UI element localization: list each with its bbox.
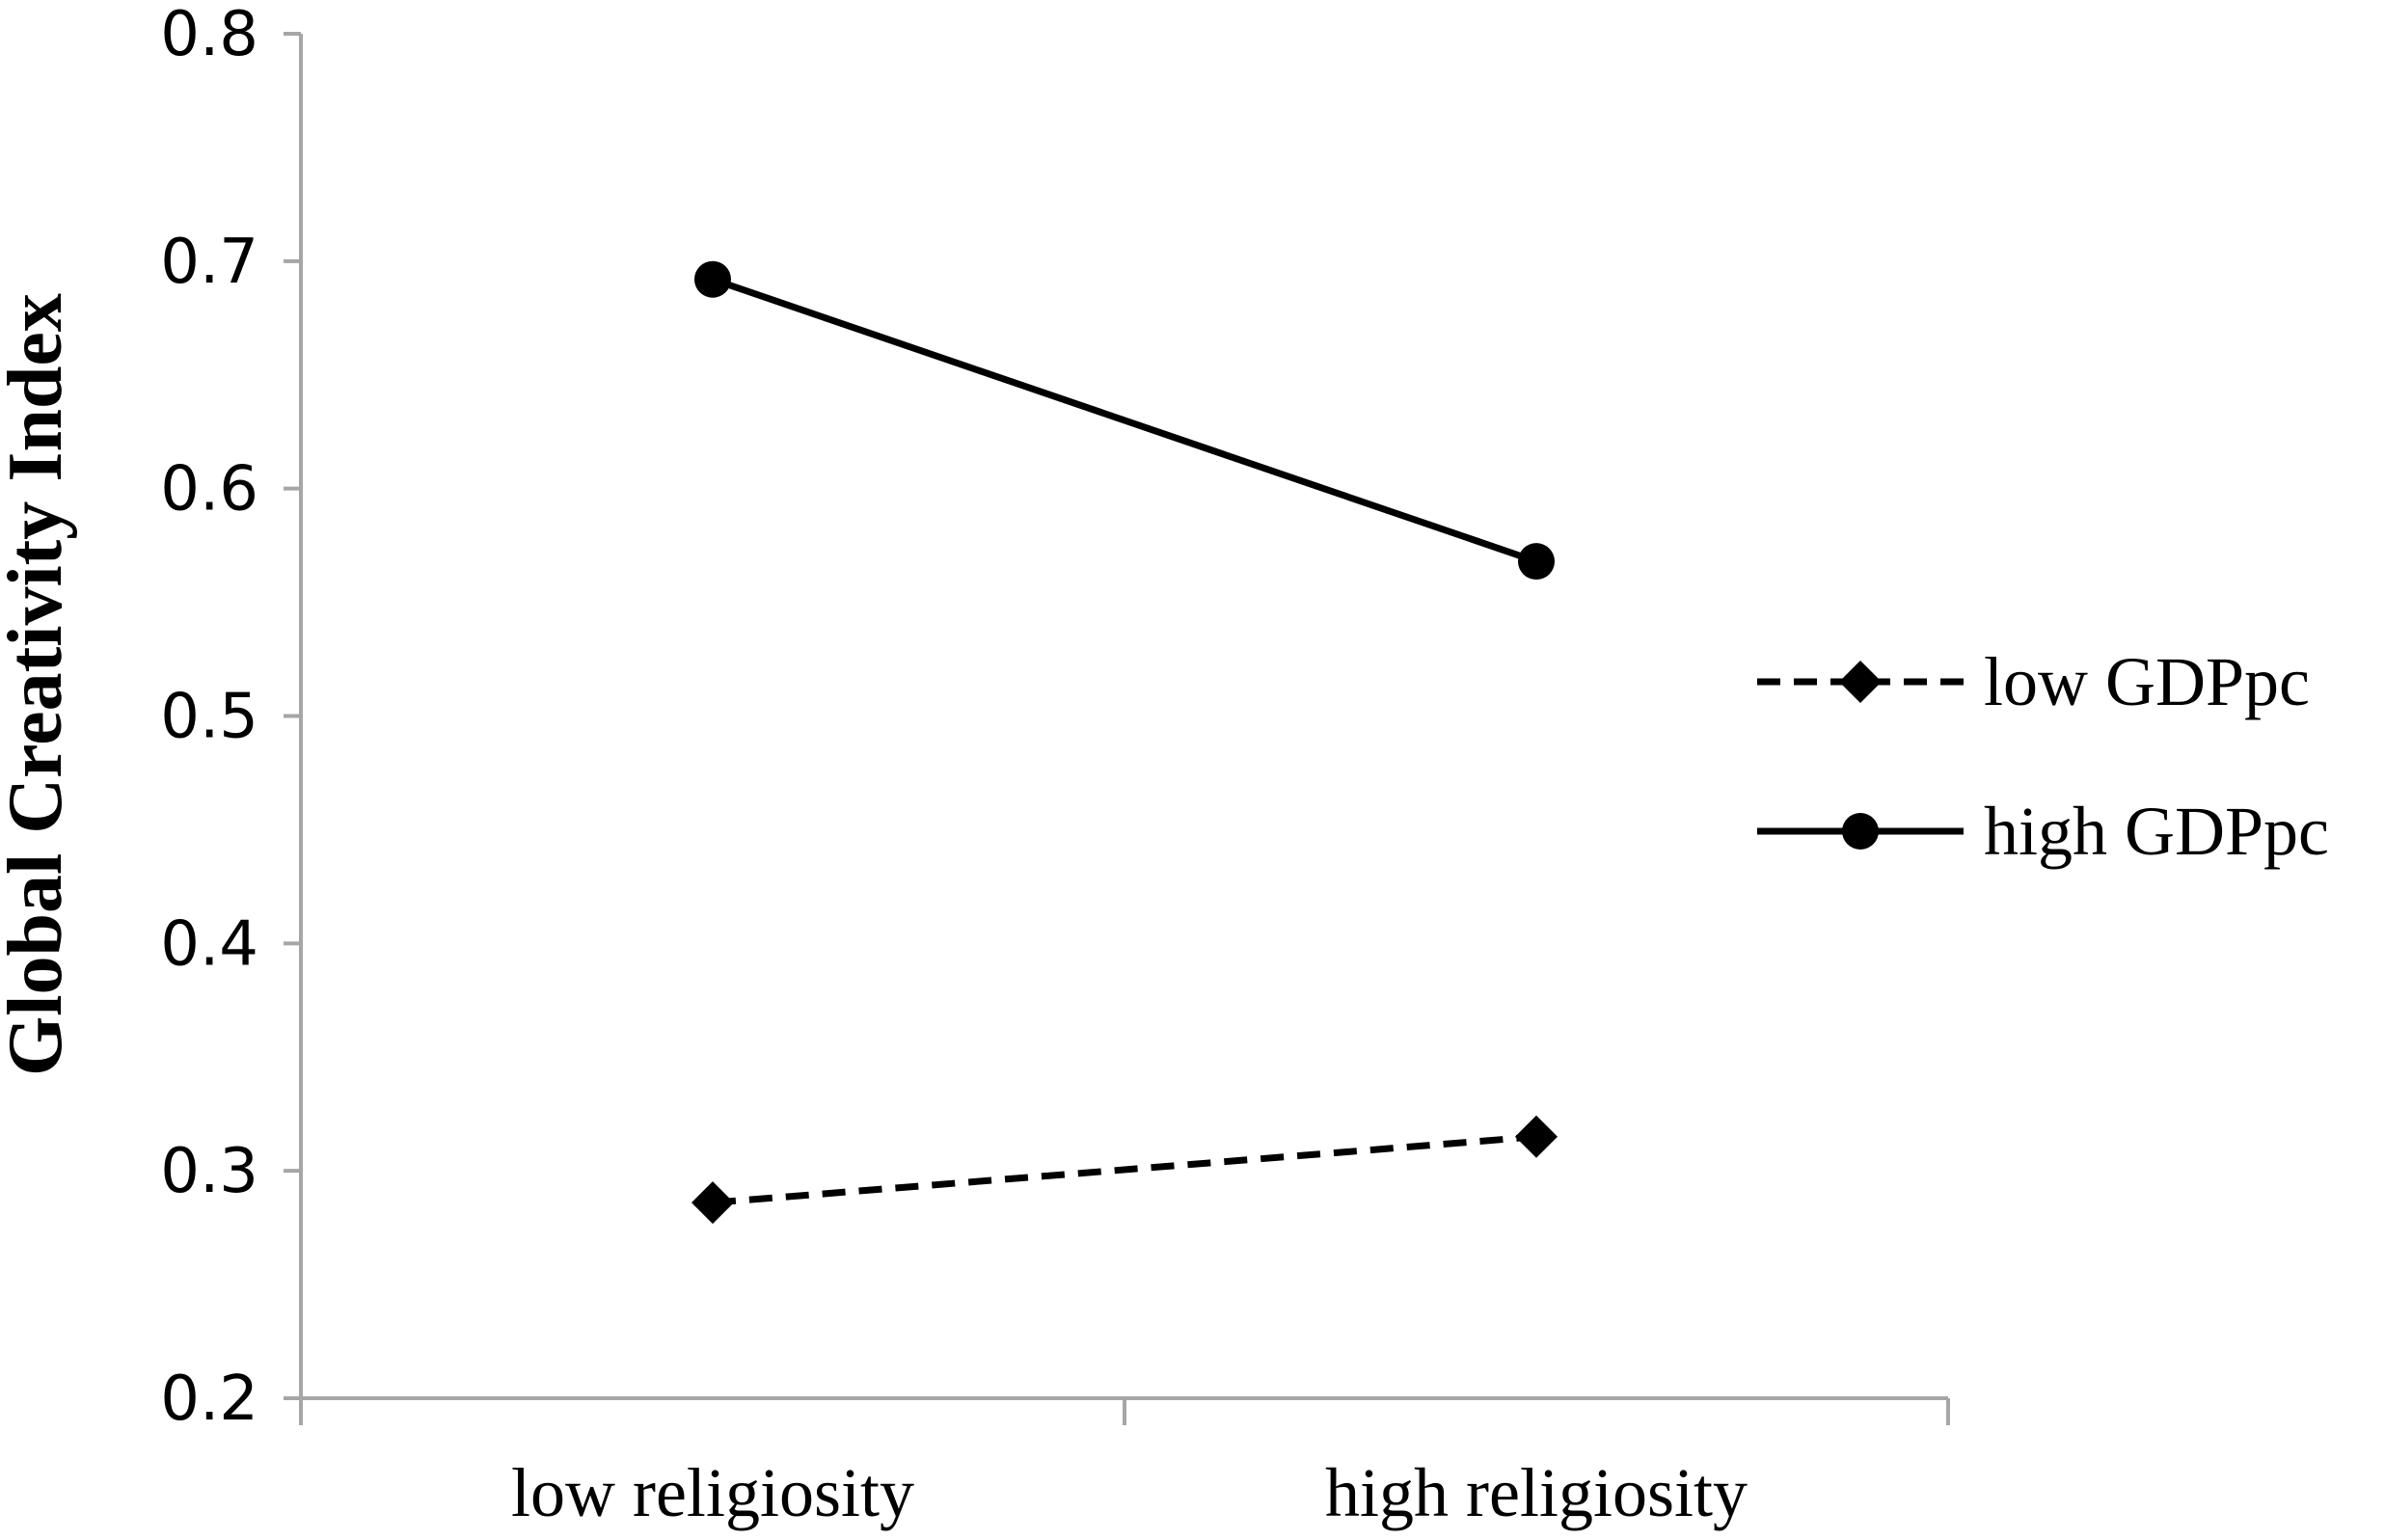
- y-tick-label: 0.7: [160, 227, 258, 298]
- data-point-diamond: [691, 1181, 734, 1225]
- axes: 0.2 0.3 0.4 0.5 0.6 0.7 0.8 low religiosity high…: [160, 0, 1950, 1531]
- legend-label: high GDPpc: [1984, 793, 2329, 870]
- data-point-circle: [694, 260, 731, 298]
- series-line: [711, 276, 1538, 565]
- y-axis-label: Global Creativity Index: [0, 293, 78, 1076]
- legend-marker-circle: [1842, 813, 1879, 850]
- data-point-circle: [1518, 543, 1555, 581]
- legend-label: low GDPpc: [1984, 643, 2310, 720]
- y-tick-label: 0.5: [160, 682, 258, 753]
- x-category-label: low religiosity: [511, 1454, 914, 1531]
- series-layer: [691, 260, 1558, 1225]
- y-tick-label: 0.8: [160, 0, 258, 70]
- legend-item: low GDPpc: [1757, 643, 2310, 720]
- series-line: [712, 1133, 1537, 1206]
- data-point-diamond: [1515, 1115, 1558, 1158]
- series-high-gdppc: [694, 260, 1555, 581]
- y-tick-label: 0.4: [160, 908, 258, 980]
- y-tick-label: 0.2: [160, 1364, 258, 1435]
- legend-marker-diamond: [1839, 661, 1882, 703]
- legend: low GDPpc high GDPpc: [1757, 643, 2329, 870]
- series-low-gdppc: [691, 1115, 1558, 1225]
- y-tick-label: 0.3: [160, 1136, 258, 1207]
- y-tick-label: 0.6: [160, 454, 258, 526]
- x-category-label: high religiosity: [1325, 1454, 1748, 1531]
- legend-item: high GDPpc: [1757, 793, 2329, 870]
